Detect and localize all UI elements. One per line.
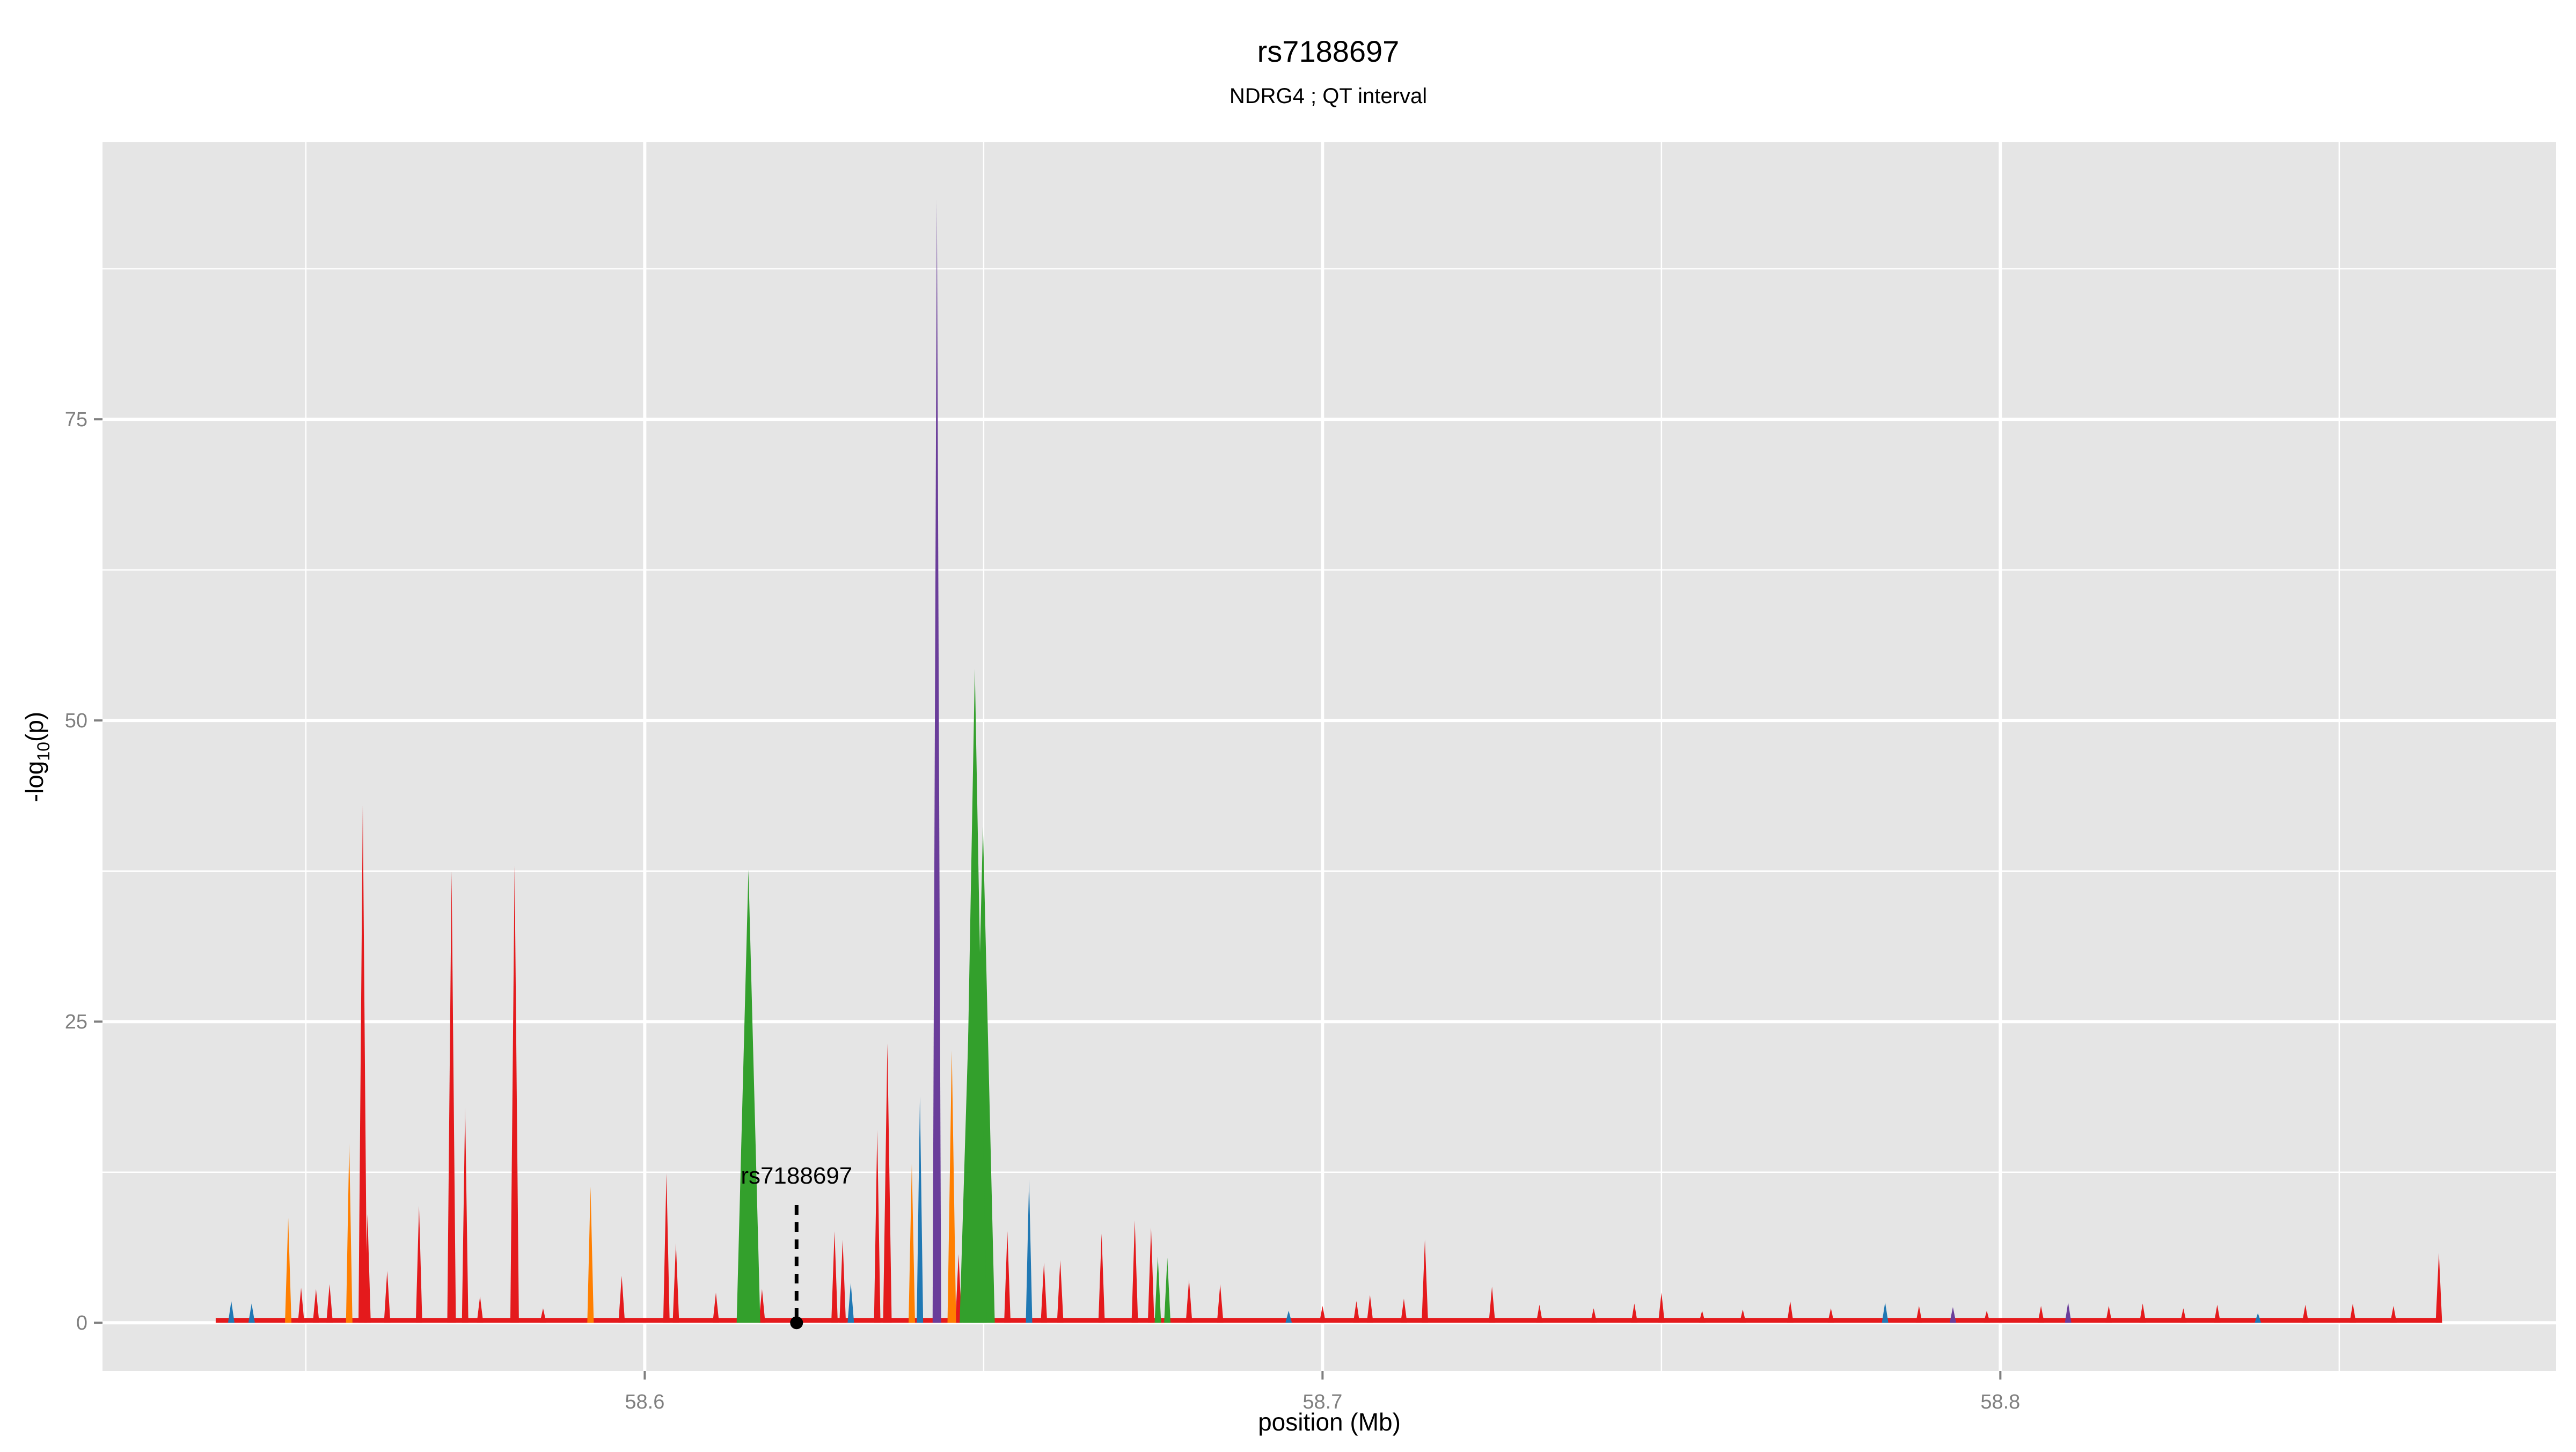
peak	[1319, 1305, 1326, 1323]
peak	[346, 1143, 353, 1323]
peak	[2390, 1305, 2397, 1323]
x-tick-label: 58.8	[1980, 1391, 2020, 1413]
peak	[758, 1289, 765, 1323]
peak	[663, 1173, 670, 1323]
peak	[1353, 1301, 1360, 1323]
peak	[1366, 1295, 1373, 1323]
peak	[1285, 1310, 1292, 1323]
peak	[932, 200, 941, 1323]
peak	[1984, 1310, 1990, 1323]
peak	[1631, 1303, 1638, 1323]
peak	[298, 1288, 305, 1323]
peak	[1217, 1284, 1224, 1323]
peak	[415, 1206, 422, 1323]
annotation-point	[790, 1316, 803, 1330]
y-axis-label: -log10(p)	[20, 712, 53, 802]
peak	[917, 1096, 924, 1323]
peak	[963, 668, 987, 1323]
peak	[1131, 1220, 1138, 1323]
peak	[909, 1164, 916, 1323]
peak	[831, 1231, 838, 1323]
peak	[883, 1043, 892, 1323]
plot-panel	[103, 142, 2556, 1371]
peak	[228, 1301, 235, 1323]
peak	[736, 870, 760, 1323]
peak	[1536, 1304, 1543, 1323]
peak	[1949, 1307, 1956, 1323]
peak	[1827, 1308, 1834, 1323]
peak	[1915, 1305, 1922, 1323]
x-tick-label: 58.7	[1302, 1391, 1342, 1413]
peak	[2435, 1253, 2442, 1323]
peak	[326, 1284, 333, 1323]
peak	[947, 1050, 956, 1323]
chart-subtitle: NDRG4 ; QT interval	[1230, 84, 1427, 108]
annotation-label: rs7188697	[741, 1163, 852, 1189]
peak	[847, 1283, 854, 1323]
baseline-area	[215, 1318, 2441, 1323]
y-tick-label: 0	[76, 1312, 87, 1334]
axes: 58.6 58.7 58.8 0 25 50 75	[65, 408, 2021, 1413]
peak	[1026, 1179, 1033, 1323]
peak	[1057, 1260, 1064, 1323]
peak	[1422, 1239, 1429, 1323]
peak	[2350, 1303, 2357, 1323]
peak	[1147, 1227, 1154, 1323]
peak	[1154, 1256, 1161, 1323]
peak	[839, 1239, 846, 1323]
peak	[1787, 1301, 1794, 1323]
peak	[1882, 1302, 1889, 1323]
peak	[2255, 1313, 2262, 1323]
y-tick-label: 25	[65, 1011, 87, 1033]
peak	[285, 1217, 292, 1323]
peak	[2302, 1304, 2309, 1323]
peak	[2105, 1305, 2112, 1323]
peak	[248, 1303, 255, 1323]
peak	[1489, 1286, 1496, 1323]
peak	[1004, 1231, 1011, 1323]
peak	[384, 1271, 391, 1323]
peak	[1590, 1308, 1597, 1323]
peak	[2180, 1308, 2187, 1323]
grid-lines	[103, 142, 2556, 1371]
peak	[1699, 1310, 1706, 1323]
chart-title: rs7188697	[1257, 34, 1400, 68]
y-label-main: -log	[20, 761, 48, 802]
peak	[1164, 1258, 1171, 1323]
peak	[874, 1130, 881, 1323]
peak	[1098, 1234, 1105, 1323]
peak	[1739, 1309, 1746, 1323]
y-label-tail: (p)	[20, 712, 48, 742]
snp-annotation: rs7188697	[741, 1163, 852, 1330]
peak	[2214, 1304, 2221, 1323]
peak	[2065, 1302, 2072, 1323]
y-tick-label: 50	[65, 710, 87, 732]
peak	[1658, 1293, 1665, 1323]
peaks	[215, 200, 2442, 1323]
peak	[2139, 1303, 2146, 1323]
peak	[2038, 1305, 2045, 1323]
peak	[539, 1308, 546, 1323]
x-tick-label: 58.6	[625, 1391, 664, 1413]
peak	[358, 806, 367, 1323]
peak	[1185, 1279, 1192, 1323]
peak	[618, 1275, 625, 1323]
peak	[312, 1289, 319, 1323]
peak	[713, 1293, 719, 1323]
peak	[1041, 1263, 1048, 1323]
peak	[510, 866, 519, 1323]
peak	[447, 871, 456, 1323]
peak	[477, 1296, 484, 1323]
peak	[462, 1107, 469, 1323]
peak	[1400, 1298, 1407, 1323]
peak	[587, 1186, 594, 1323]
y-tick-label: 75	[65, 408, 87, 431]
y-label-subscript: 10	[34, 742, 53, 761]
x-axis-label: position (Mb)	[1258, 1408, 1401, 1436]
peak	[672, 1243, 679, 1323]
